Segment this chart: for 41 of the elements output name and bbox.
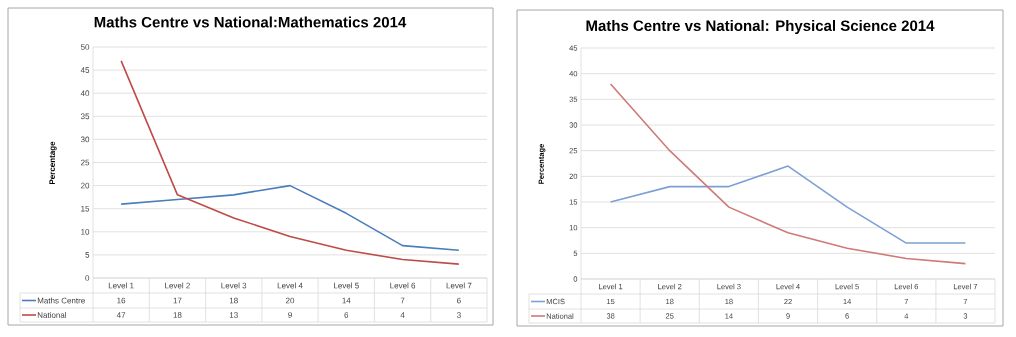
chart-title: Maths Centre vs National: Physical Science 2014 — [586, 20, 935, 34]
y-tick-label: 40 — [80, 90, 90, 97]
line-series — [120, 60, 460, 265]
data-label: 18 — [173, 312, 182, 318]
y-tick-label: 25 — [80, 159, 90, 166]
data-label: 3 — [456, 312, 461, 318]
data-label: 20 — [285, 297, 295, 304]
line-series — [609, 83, 967, 265]
line-series — [609, 165, 967, 244]
line-series — [120, 184, 460, 252]
y-tick-label: 35 — [80, 113, 90, 120]
x-tick-label: Level 3 — [221, 282, 247, 289]
y-tick-label: 0 — [85, 275, 90, 281]
data-label: 16 — [117, 297, 126, 304]
data-label: 17 — [173, 297, 182, 304]
legend-label: National — [37, 312, 67, 318]
y-tick-label: 5 — [85, 252, 90, 258]
chart-title: Maths Centre vs National:Mathematics 2014 — [94, 16, 407, 28]
y-tick-label: 20 — [80, 182, 90, 189]
data-label: 13 — [229, 312, 238, 318]
x-tick-label: Level 7 — [446, 282, 472, 289]
y-axis-title: Percentage — [49, 141, 57, 185]
y-tick-label: 10 — [81, 228, 90, 235]
x-tick-label: Level 2 — [165, 282, 190, 289]
data-label: 47 — [116, 312, 126, 318]
y-tick-label: 45 — [80, 67, 90, 73]
y-tick-label: 15 — [81, 205, 90, 212]
data-label: 18 — [229, 297, 238, 304]
x-tick-label: Level 1 — [108, 282, 134, 289]
data-label: 9 — [288, 312, 292, 318]
legend-label: Maths Centre — [37, 297, 85, 304]
data-label: 14 — [342, 297, 351, 304]
data-label: 6 — [457, 297, 461, 304]
x-tick-label: Level 6 — [390, 282, 416, 289]
y-tick-label: 30 — [80, 136, 90, 143]
x-tick-label: Level 5 — [334, 282, 359, 289]
y-tick-label: 50 — [80, 44, 90, 50]
data-label: 6 — [344, 312, 349, 318]
data-label: 4 — [400, 312, 405, 318]
data-label: 7 — [400, 297, 405, 304]
x-tick-label: Level 4 — [277, 282, 303, 289]
